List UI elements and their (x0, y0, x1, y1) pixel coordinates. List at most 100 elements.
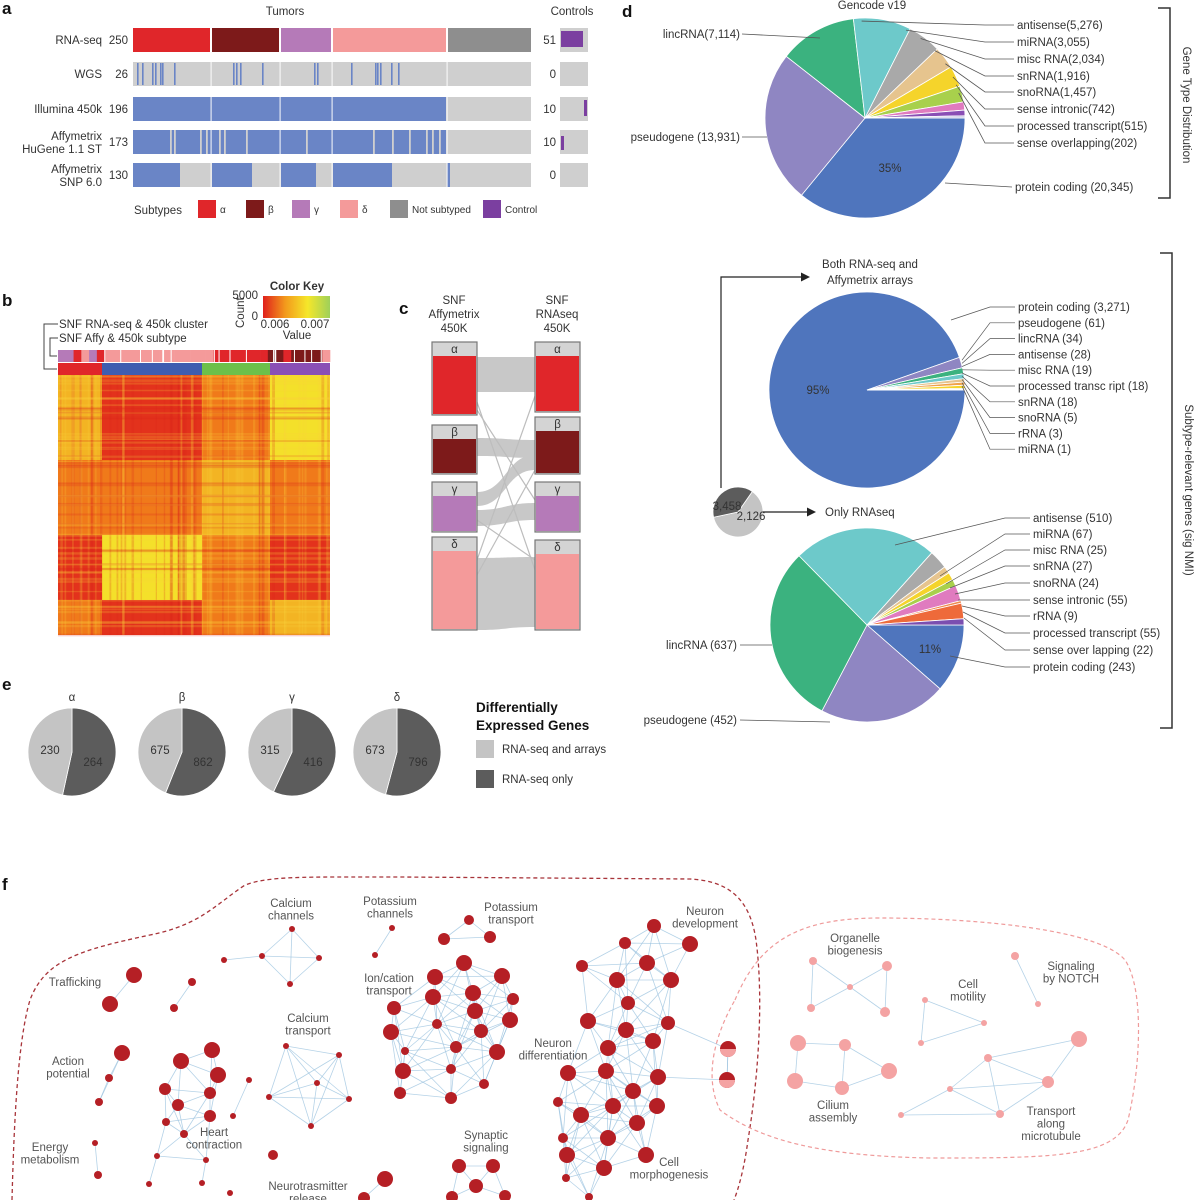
annotation-gap (274, 350, 276, 362)
network-edge (580, 1114, 638, 1124)
heatmap-stripe (191, 375, 194, 635)
network-node (268, 1150, 278, 1160)
network-edge (949, 1081, 1049, 1090)
dendro-bracket (49, 337, 58, 357)
deg-slice (272, 707, 337, 797)
network-node (558, 1133, 568, 1143)
heatmap-block (202, 460, 270, 535)
heatmap-stripe (170, 375, 173, 635)
network-node (227, 1190, 233, 1196)
subtype-annotation-cell (260, 350, 269, 362)
heatmap-stripe (58, 448, 330, 450)
heatmap-stripe (58, 590, 330, 593)
network-edge (627, 1002, 669, 1024)
deg-slice (27, 707, 73, 796)
heatmap-stripe (80, 375, 82, 635)
network-node (882, 961, 892, 971)
network-edge (616, 979, 669, 1024)
network-node (807, 1004, 815, 1012)
network-node (898, 1112, 904, 1118)
heatmap-stripe (58, 610, 330, 614)
network-edge (587, 1020, 607, 1072)
heatmap-stripe (321, 375, 325, 635)
right-axis-title: 450K (544, 323, 571, 335)
network-term-label: channels (367, 909, 413, 921)
subtype-annotation-cell (151, 350, 160, 362)
subtype-annotation-cell (283, 350, 292, 362)
hugene-missing-mark (224, 130, 226, 154)
network-edge (402, 1023, 438, 1072)
subtype-annotation-cell (120, 350, 129, 362)
heatmap-stripe (58, 620, 330, 624)
bracket-label: Subtype-relevant genes (sig NMI) (1182, 404, 1194, 575)
heatmap-stripe (71, 375, 75, 635)
deg-shared-count: 230 (40, 745, 59, 757)
network-node (427, 969, 443, 985)
heatmap-stripe (121, 375, 125, 635)
wgs-sample-mark (262, 63, 264, 85)
network-node (170, 1004, 178, 1012)
leader-line (961, 338, 1015, 364)
heatmap-stripe (58, 513, 330, 516)
wgs-sample-mark (314, 63, 316, 85)
network-edge (310, 1082, 318, 1127)
network-edge (587, 979, 618, 1022)
hugene-missing-mark (174, 130, 176, 154)
heatmap-stripe (58, 599, 330, 602)
network-node (996, 1110, 1004, 1118)
network-term-label: contraction (186, 1140, 242, 1152)
rnaseq-subtype-segment (281, 28, 331, 52)
network-node (372, 952, 378, 958)
network-node (287, 981, 293, 987)
annotation-gap (140, 350, 142, 362)
network-node (507, 993, 519, 1005)
network-node (682, 936, 698, 952)
heatmap-stripe (58, 567, 330, 570)
heatmap-stripe (58, 546, 330, 549)
leader-line (920, 38, 1014, 60)
network-edge (268, 1045, 287, 1098)
network-edge (436, 962, 465, 1025)
network-edge (402, 1070, 452, 1099)
subtype-annotation-cell (89, 350, 98, 362)
network-edge (557, 1101, 614, 1107)
network-node (661, 1016, 675, 1030)
color-key-ylabel: Count (235, 297, 247, 328)
network-node (981, 1020, 987, 1026)
leader-line (961, 322, 1015, 361)
network-edge (884, 965, 888, 1013)
heatmap-block (102, 460, 202, 535)
heatmap-stripe (58, 494, 330, 498)
network-node (618, 1022, 634, 1038)
network-term-label: along (1037, 1119, 1065, 1131)
rnaseq-subtype-segment (333, 28, 446, 52)
arrow-head (807, 507, 816, 517)
network-node (445, 1092, 457, 1104)
heatmap-stripe (60, 375, 63, 635)
network-edge (605, 1070, 638, 1124)
network-edge (900, 1088, 951, 1116)
gencode-label: misc RNA(2,034) (1017, 54, 1105, 66)
network-edge (291, 928, 320, 959)
heatmap-stripe (258, 375, 261, 635)
color-key-xtick: 0.006 (261, 319, 290, 331)
heatmap-stripe (268, 375, 270, 635)
network-term-label: channels (268, 911, 314, 923)
assay-control-count: 10 (543, 104, 556, 116)
heatmap-stripe (58, 533, 330, 536)
network-node (881, 1063, 897, 1079)
flow-line (476, 519, 536, 561)
panel-a-assay-overview: Tumors Controls RNA-seq 250 51 WGS 26 0 Illumina… (22, 6, 594, 218)
network-term-label: Neurotrasmitter (268, 1181, 347, 1193)
only-slice (769, 555, 868, 712)
leader-line (739, 719, 831, 723)
network-edge (390, 1031, 457, 1048)
wgs-sample-mark (162, 63, 164, 85)
network-node (847, 984, 853, 990)
only-label: rRNA (9) (1033, 611, 1078, 623)
heatmap-stripe (301, 375, 304, 635)
heatmap-stripe (185, 375, 187, 635)
hugene-missing-mark (373, 130, 375, 154)
panel-label-f: f (2, 875, 8, 894)
network-term-label: Action (52, 1056, 84, 1068)
